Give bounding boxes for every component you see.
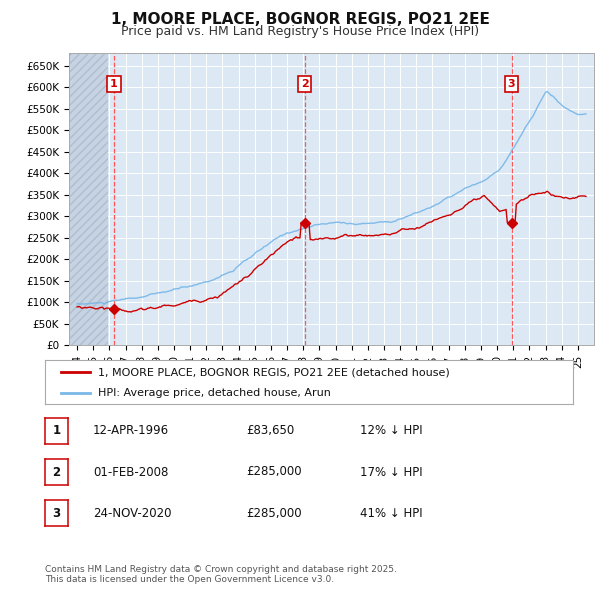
- Text: £285,000: £285,000: [246, 466, 302, 478]
- Text: 01-FEB-2008: 01-FEB-2008: [93, 466, 169, 478]
- Text: 1: 1: [110, 79, 118, 88]
- Text: 17% ↓ HPI: 17% ↓ HPI: [360, 466, 422, 478]
- Text: 3: 3: [508, 79, 515, 88]
- Text: £83,650: £83,650: [246, 424, 294, 437]
- Text: 24-NOV-2020: 24-NOV-2020: [93, 507, 172, 520]
- Text: 1: 1: [52, 424, 61, 437]
- Text: Price paid vs. HM Land Registry's House Price Index (HPI): Price paid vs. HM Land Registry's House …: [121, 25, 479, 38]
- Text: Contains HM Land Registry data © Crown copyright and database right 2025.
This d: Contains HM Land Registry data © Crown c…: [45, 565, 397, 584]
- Text: 3: 3: [52, 507, 61, 520]
- Text: 1, MOORE PLACE, BOGNOR REGIS, PO21 2EE (detached house): 1, MOORE PLACE, BOGNOR REGIS, PO21 2EE (…: [98, 368, 449, 377]
- Bar: [69, 53, 108, 345]
- Text: 12-APR-1996: 12-APR-1996: [93, 424, 169, 437]
- Text: 2: 2: [52, 466, 61, 478]
- Text: £285,000: £285,000: [246, 507, 302, 520]
- Text: HPI: Average price, detached house, Arun: HPI: Average price, detached house, Arun: [98, 388, 331, 398]
- Text: 1, MOORE PLACE, BOGNOR REGIS, PO21 2EE: 1, MOORE PLACE, BOGNOR REGIS, PO21 2EE: [110, 12, 490, 27]
- Text: 41% ↓ HPI: 41% ↓ HPI: [360, 507, 422, 520]
- Text: 12% ↓ HPI: 12% ↓ HPI: [360, 424, 422, 437]
- Text: 2: 2: [301, 79, 308, 88]
